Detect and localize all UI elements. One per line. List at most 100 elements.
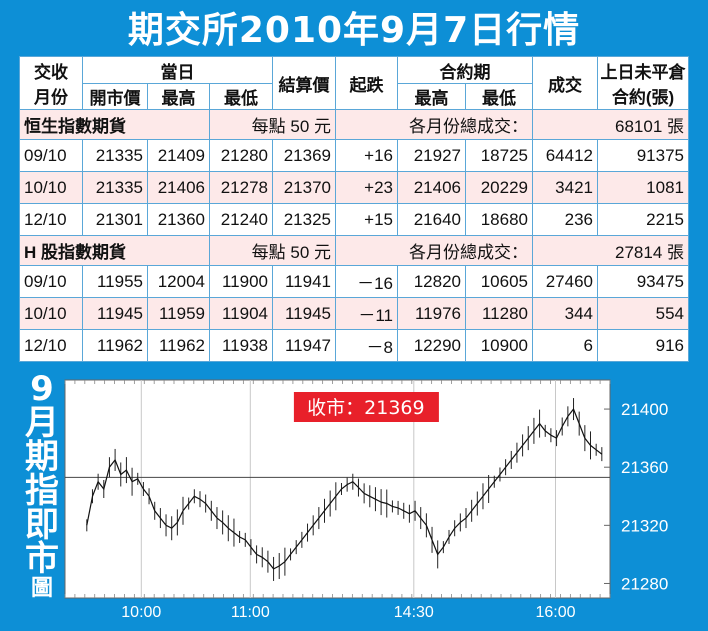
cell-oi: 1081 <box>597 171 689 204</box>
close-label: 收市：21369 <box>307 397 424 419</box>
cell-volume: 3421 <box>532 171 598 204</box>
cell-change: －8 <box>335 329 398 362</box>
header-low: 最低 <box>209 83 273 110</box>
section-header: H 股指數期貨 每點 50 元各月份總成交： 27814 張 <box>19 235 689 266</box>
cell-settle: 11945 <box>272 297 336 330</box>
table-row: 09/10 11955 12004 11900 11941 －16 12820 10605 27… <box>19 265 689 298</box>
header-open-interest: 上日未平倉 合約(張) <box>597 56 689 110</box>
cell-life-high: 11976 <box>397 297 466 330</box>
cell-life-low: 18680 <box>465 203 533 236</box>
cell-month: 09/10 <box>19 139 83 172</box>
header-volume: 成交 <box>532 56 598 110</box>
section-point-value: 每點 50 元 <box>209 109 336 140</box>
sidebar-char: 指 <box>25 471 59 511</box>
cell-open: 11945 <box>82 297 148 330</box>
intraday-chart: 10:00 11:00 14:30 16:00 21400 21360 21320 21280… <box>64 379 668 621</box>
sidebar-char: 期 <box>25 437 59 477</box>
sidebar-char: 9 <box>30 369 54 409</box>
section-volume-label: 各月份總成交： <box>335 235 533 266</box>
cell-life-high: 12290 <box>397 329 466 362</box>
cell-change: +16 <box>335 139 398 172</box>
header-contract-month: 交收 月份 <box>19 56 83 110</box>
cell-volume: 6 <box>532 329 598 362</box>
page-title: 期交所2010年9月7日行情 <box>4 4 704 58</box>
cell-oi: 916 <box>597 329 689 362</box>
cell-month: 09/10 <box>19 265 83 298</box>
cell-life-high: 21927 <box>397 139 466 172</box>
cell-change: －11 <box>335 297 398 330</box>
cell-volume: 236 <box>532 203 598 236</box>
y-tick-label: 21400 <box>621 400 668 419</box>
section-point-value: 每點 50 元 <box>209 235 336 266</box>
y-tick-label: 21280 <box>621 574 668 593</box>
cell-volume: 64412 <box>532 139 598 172</box>
table-row: 10/10 21335 21406 21278 21370 +23 21406 20229 34… <box>19 171 689 204</box>
header-life-low: 最低 <box>465 83 533 110</box>
x-tick-label: 10:00 <box>121 604 161 621</box>
table-row: 10/10 11945 11959 11904 11945 －11 11976 11280 34… <box>19 297 689 330</box>
cell-low: 21278 <box>209 171 273 204</box>
cell-oi: 2215 <box>597 203 689 236</box>
header-change: 起跌 <box>335 56 398 110</box>
cell-life-high: 21406 <box>397 171 466 204</box>
cell-life-high: 12820 <box>397 265 466 298</box>
section-volume-total: 27814 張 <box>532 235 689 266</box>
cell-month: 12/10 <box>19 203 83 236</box>
cell-open: 11955 <box>82 265 148 298</box>
cell-change: +15 <box>335 203 398 236</box>
cell-life-low: 18725 <box>465 139 533 172</box>
cell-life-high: 21640 <box>397 203 466 236</box>
cell-low: 21240 <box>209 203 273 236</box>
header-life: 合約期 <box>397 56 533 84</box>
x-tick-label: 14:30 <box>394 604 434 621</box>
cell-settle: 11947 <box>272 329 336 362</box>
close-label-box <box>293 392 439 422</box>
cell-settle: 21370 <box>272 171 336 204</box>
cell-change: －16 <box>335 265 398 298</box>
cell-volume: 344 <box>532 297 598 330</box>
cell-high: 21360 <box>147 203 210 236</box>
cell-low: 11900 <box>209 265 273 298</box>
x-tick-label: 16:00 <box>535 604 575 621</box>
cell-settle: 21325 <box>272 203 336 236</box>
sidebar-char: 月 <box>25 403 59 443</box>
header-high: 最高 <box>147 83 210 110</box>
cell-open: 21335 <box>82 171 148 204</box>
cell-open: 21301 <box>82 203 148 236</box>
sidebar-char: 圖 <box>30 576 53 601</box>
cell-settle: 21369 <box>272 139 336 172</box>
header-today: 當日 <box>82 56 273 84</box>
price-line <box>86 407 603 570</box>
sidebar-char: 市 <box>25 539 59 579</box>
cell-oi: 91375 <box>597 139 689 172</box>
section-volume-label: 各月份總成交： <box>335 109 533 140</box>
cell-open: 11962 <box>82 329 148 362</box>
cell-life-low: 10605 <box>465 265 533 298</box>
cell-change: +23 <box>335 171 398 204</box>
table-row: 12/10 21301 21360 21240 21325 +15 21640 18680 23… <box>19 203 689 236</box>
table-row: 09/10 21335 21409 21280 21369 +16 21927 18725 64… <box>19 139 689 172</box>
cell-life-low: 11280 <box>465 297 533 330</box>
cell-low: 11904 <box>209 297 273 330</box>
table-row: 12/10 11962 11962 11938 11947 －8 12290 10900 6 91… <box>19 329 689 362</box>
section-volume-total: 68101 張 <box>532 109 689 140</box>
y-tick-label: 21360 <box>621 458 668 477</box>
cell-volume: 27460 <box>532 265 598 298</box>
cell-high: 12004 <box>147 265 210 298</box>
quotes-table: 交收 月份 當日 結算價 起跌 合約期 成交 上日未平倉 合約(張) 開市價 最高 … <box>19 56 689 362</box>
cell-life-low: 20229 <box>465 171 533 204</box>
cell-open: 21335 <box>82 139 148 172</box>
header-life-high: 最高 <box>397 83 466 110</box>
header-open: 開市價 <box>82 83 148 110</box>
section-name: H 股指數期貨 <box>19 235 210 266</box>
y-tick-label: 21320 <box>621 516 668 535</box>
cell-month: 12/10 <box>19 329 83 362</box>
sidebar-char: 即 <box>25 505 59 545</box>
x-tick-label: 11:00 <box>231 604 270 621</box>
cell-settle: 11941 <box>272 265 336 298</box>
cell-month: 10/10 <box>19 297 83 330</box>
cell-high: 11962 <box>147 329 210 362</box>
cell-life-low: 10900 <box>465 329 533 362</box>
